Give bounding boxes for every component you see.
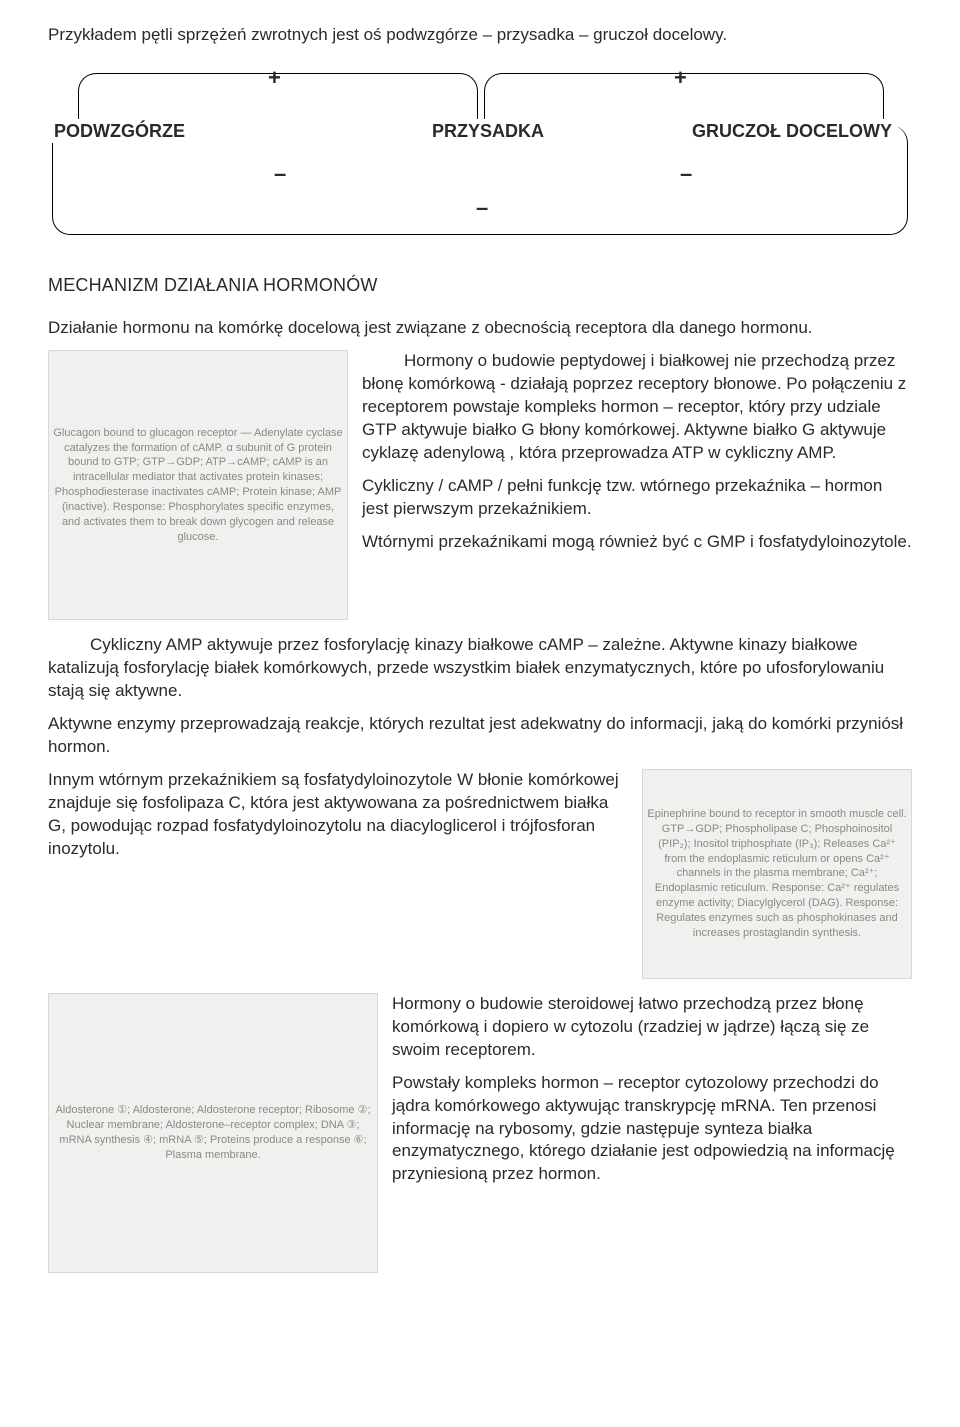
paragraph-2c: Wtórnymi przekaźnikami mogą również być …: [362, 531, 912, 554]
node-gruczol-docelowy: GRUCZOŁ DOCELOWY: [686, 119, 898, 143]
section-title: MECHANIZM DZIAŁANIA HORMONÓW: [48, 273, 912, 297]
paragraph-2b: Cykliczny / cAMP / pełni funkcję tzw. wt…: [362, 475, 912, 521]
minus-left: –: [270, 159, 290, 189]
minus-right: –: [676, 159, 696, 189]
figure-steroid-pathway: Aldosterone ①; Aldosterone; Aldosterone …: [48, 993, 378, 1273]
figure-phosphoinositol-pathway: Epinephrine bound to receptor in smooth …: [642, 769, 912, 979]
paragraph-1: Działanie hormonu na komórkę docelową je…: [48, 317, 912, 340]
paragraph-5: Hormony o budowie steroidowej łatwo prze…: [392, 993, 912, 1062]
minus-bottom: –: [472, 193, 492, 223]
figure-steroid-caption: Aldosterone ①; Aldosterone; Aldosterone …: [53, 1103, 373, 1162]
node-przysadka: PRZYSADKA: [426, 119, 550, 143]
figure-phosphoinositol-caption: Epinephrine bound to receptor in smooth …: [647, 807, 907, 941]
node-podwzgorze: PODWZGÓRZE: [48, 119, 191, 143]
figure-camp-caption: Glucagon bound to glucagon receptor — Ad…: [53, 426, 343, 545]
paragraph-3b: Aktywne enzymy przeprowadzają reakcje, k…: [48, 713, 912, 759]
paragraph-2a: Hormony o budowie peptydowej i białkowej…: [362, 350, 912, 465]
feedback-loop-diagram: PODWZGÓRZE PRZYSADKA GRUCZOŁ DOCELOWY + …: [48, 65, 912, 245]
paragraph-5b: Powstały kompleks hormon – receptor cyto…: [392, 1072, 912, 1187]
intro-paragraph: Przykładem pętli sprzężeń zwrotnych jest…: [48, 24, 912, 47]
paragraph-3: Cykliczny AMP aktywuje przez fosforylacj…: [48, 634, 912, 703]
plus-left: +: [268, 63, 281, 93]
paragraph-4: Innym wtórnym przekaźnikiem są fosfatydy…: [48, 769, 628, 861]
figure-camp-pathway: Glucagon bound to glucagon receptor — Ad…: [48, 350, 348, 620]
plus-right: +: [674, 63, 687, 93]
